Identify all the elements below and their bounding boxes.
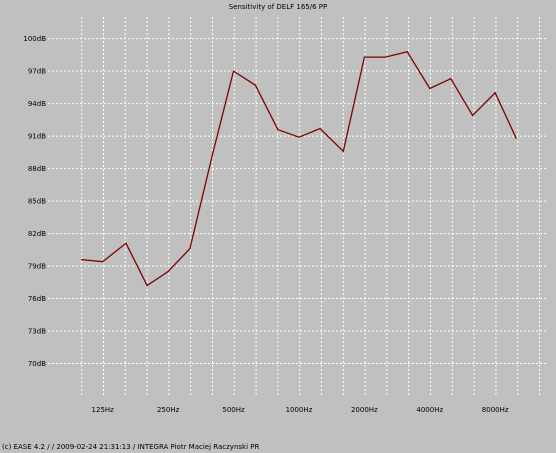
series-layer <box>81 50 517 287</box>
data-point <box>363 56 365 58</box>
data-point <box>81 258 83 261</box>
x-tick-label: 500Hz <box>222 406 245 414</box>
x-tick-label: 4000Hz <box>416 406 443 414</box>
x-tick-label: 2000Hz <box>351 406 378 414</box>
y-tick-label: 88dB <box>28 165 46 173</box>
y-tick-label: 70dB <box>28 360 46 368</box>
grid <box>48 17 548 396</box>
x-axis-labels: 125Hz 250Hz 500Hz 1000Hz 2000Hz 4000Hz 8000Hz <box>92 406 509 414</box>
data-point <box>429 87 431 90</box>
data-point <box>189 248 191 250</box>
data-point <box>254 84 256 86</box>
y-axis-labels: 70dB 73dB 76dB 79dB 82dB 85dB 88dB 91dB 94dB 97dB… <box>23 35 46 368</box>
data-point <box>102 261 104 263</box>
data-point <box>167 270 169 273</box>
data-point <box>298 136 300 138</box>
data-point <box>211 153 214 156</box>
data-point <box>319 127 321 130</box>
y-tick-label: 97dB <box>28 68 46 76</box>
data-point <box>450 78 452 80</box>
data-point <box>494 92 496 94</box>
data-point <box>472 114 474 117</box>
data-point <box>406 51 408 53</box>
data-point <box>384 56 387 58</box>
y-tick-label: 100dB <box>23 35 46 43</box>
x-tick-label: 8000Hz <box>482 406 509 414</box>
y-tick-label: 94dB <box>28 100 46 108</box>
y-tick-label: 91dB <box>28 133 46 141</box>
y-tick-label: 79dB <box>28 263 46 271</box>
footer-caption: (c) EASE 4.2 / / 2009-02-24 21:31:13 / I… <box>2 443 259 451</box>
y-tick-label: 73dB <box>28 328 46 336</box>
x-tick-label: 250Hz <box>157 406 180 414</box>
data-point <box>125 242 127 244</box>
y-tick-label: 82dB <box>28 230 46 238</box>
data-point <box>146 284 148 287</box>
data-point <box>515 137 517 139</box>
data-point <box>232 70 235 72</box>
x-tick-label: 1000Hz <box>286 406 313 414</box>
data-point <box>342 150 344 152</box>
chart-title: Sensitivity of DELF 165/6 PP <box>229 3 327 11</box>
x-tick-label: 125Hz <box>92 406 115 414</box>
y-tick-label: 76dB <box>28 295 46 303</box>
y-tick-label: 85dB <box>28 198 46 206</box>
data-point <box>277 129 279 131</box>
